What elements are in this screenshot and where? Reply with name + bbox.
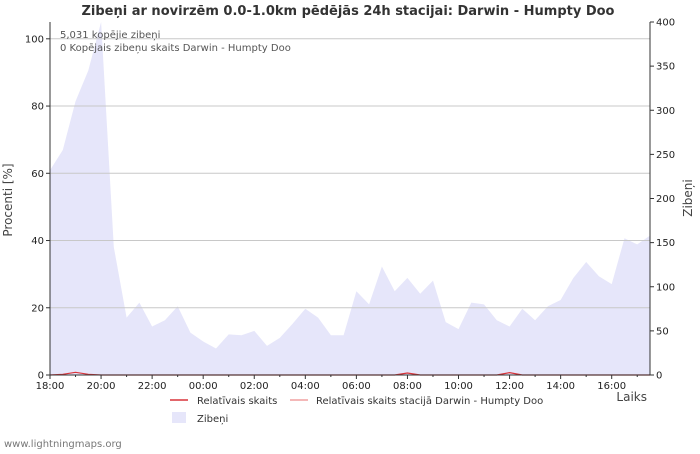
x-tick-label-1600: 16:00: [597, 381, 626, 392]
strikes-area: [50, 22, 650, 375]
x-tick-label-0000: 00:00: [189, 381, 218, 392]
x-tick-label-0800: 08:00: [393, 381, 422, 392]
left-tick-label-60: 60: [31, 169, 44, 180]
legend-relative-count-label: Relatīvais skaits: [197, 396, 277, 407]
left-tick-label-0: 0: [38, 371, 44, 382]
legend-strikes-label: Zibeņi: [197, 414, 228, 425]
legend-station-relative-count-label: Relatīvais skaits stacijā Darwin - Humpt…: [316, 396, 543, 407]
x-tick-label-1800: 18:00: [36, 381, 65, 392]
total-strikes-annotation: 5,031 kopējie zibeņi: [60, 30, 160, 41]
x-tick-label-1000: 10:00: [444, 381, 473, 392]
x-tick-label-1200: 12:00: [495, 381, 524, 392]
chart-title: Zibeņi ar novirzēm 0.0-1.0km pēdējās 24h…: [81, 4, 614, 19]
left-tick-label-20: 20: [31, 303, 44, 314]
right-tick-label-50: 50: [656, 326, 669, 337]
right-y-axis-label: Zibeņi: [681, 179, 695, 217]
left-tick-label-80: 80: [31, 102, 44, 113]
x-tick-label-2000: 20:00: [87, 381, 116, 392]
right-tick-label-400: 400: [656, 18, 675, 29]
right-tick-label-0: 0: [656, 371, 662, 382]
right-tick-label-250: 250: [656, 150, 675, 161]
legend: Relatīvais skaits Relatīvais skaits stac…: [170, 396, 543, 425]
station-strikes-annotation: 0 Kopējais zibeņu skaits Darwin - Humpty…: [60, 43, 291, 54]
right-tick-label-100: 100: [656, 282, 675, 293]
x-tick-label-0600: 06:00: [342, 381, 371, 392]
right-tick-label-300: 300: [656, 106, 675, 117]
left-tick-label-40: 40: [31, 236, 44, 247]
legend-strikes-swatch: [172, 412, 186, 423]
x-tick-label-0400: 04:00: [291, 381, 320, 392]
right-tick-label-150: 150: [656, 238, 675, 249]
left-tick-label-100: 100: [25, 34, 44, 45]
left-y-axis-label: Procenti [%]: [1, 163, 15, 236]
x-axis-label: Laiks: [616, 390, 647, 404]
footer-credit: www.lightningmaps.org: [4, 439, 122, 450]
right-tick-label-350: 350: [656, 62, 675, 73]
x-tick-label-0200: 02:00: [240, 381, 269, 392]
x-tick-label-1400: 14:00: [546, 381, 575, 392]
right-tick-label-200: 200: [656, 194, 675, 205]
x-tick-label-2200: 22:00: [138, 381, 167, 392]
